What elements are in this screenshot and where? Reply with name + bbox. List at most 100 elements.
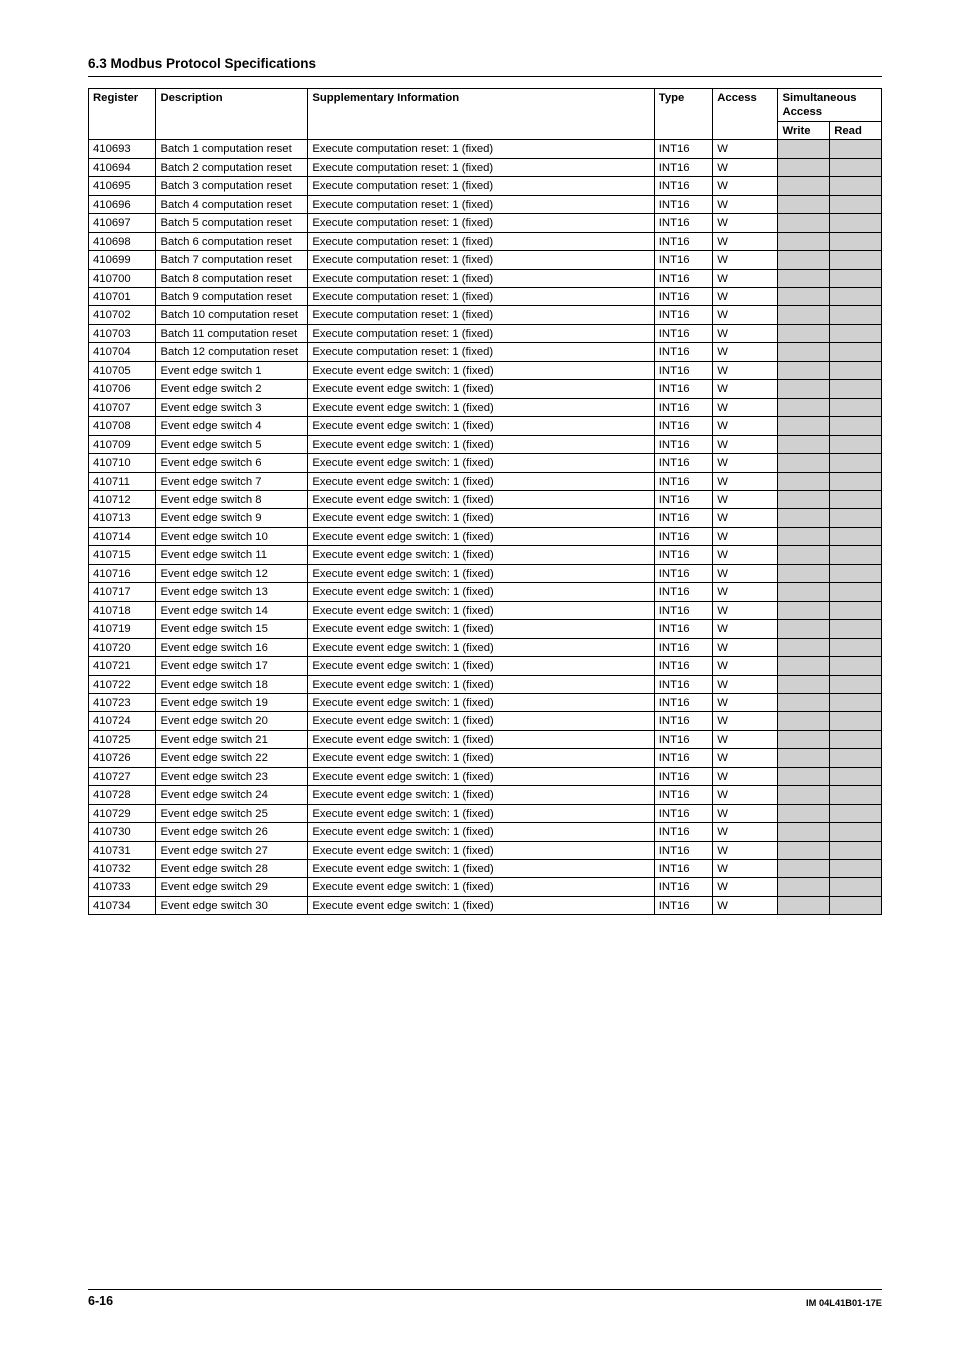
cell-type: INT16: [654, 657, 712, 675]
cell-read: [830, 454, 882, 472]
cell-read: [830, 398, 882, 416]
table-row: 410704Batch 12 computation resetExecute …: [89, 343, 882, 361]
cell-type: INT16: [654, 454, 712, 472]
table-row: 410716Event edge switch 12Execute event …: [89, 564, 882, 582]
cell-type: INT16: [654, 638, 712, 656]
cell-description: Event edge switch 16: [156, 638, 308, 656]
cell-type: INT16: [654, 158, 712, 176]
cell-write: [778, 693, 830, 711]
table-row: 410708Event edge switch 4Execute event e…: [89, 417, 882, 435]
cell-description: Batch 8 computation reset: [156, 269, 308, 287]
cell-supp: Execute event edge switch: 1 (fixed): [308, 712, 654, 730]
cell-read: [830, 140, 882, 158]
table-row: 410702Batch 10 computation resetExecute …: [89, 306, 882, 324]
table-row: 410722Event edge switch 18Execute event …: [89, 675, 882, 693]
table-row: 410731Event edge switch 27Execute event …: [89, 841, 882, 859]
cell-supp: Execute computation reset: 1 (fixed): [308, 269, 654, 287]
cell-write: [778, 140, 830, 158]
cell-description: Event edge switch 30: [156, 896, 308, 914]
cell-type: INT16: [654, 435, 712, 453]
cell-supp: Execute event edge switch: 1 (fixed): [308, 472, 654, 490]
cell-register: 410730: [89, 823, 156, 841]
cell-type: INT16: [654, 786, 712, 804]
cell-supp: Execute computation reset: 1 (fixed): [308, 195, 654, 213]
cell-supp: Execute computation reset: 1 (fixed): [308, 232, 654, 250]
table-row: 410728Event edge switch 24Execute event …: [89, 786, 882, 804]
cell-register: 410732: [89, 860, 156, 878]
cell-register: 410719: [89, 620, 156, 638]
cell-read: [830, 823, 882, 841]
cell-read: [830, 472, 882, 490]
cell-write: [778, 232, 830, 250]
cell-access: W: [713, 490, 778, 508]
header-write: Write: [778, 121, 830, 139]
cell-description: Batch 12 computation reset: [156, 343, 308, 361]
cell-write: [778, 214, 830, 232]
cell-access: W: [713, 251, 778, 269]
cell-supp: Execute event edge switch: 1 (fixed): [308, 730, 654, 748]
cell-access: W: [713, 472, 778, 490]
table-row: 410715Event edge switch 11Execute event …: [89, 546, 882, 564]
cell-description: Event edge switch 19: [156, 693, 308, 711]
cell-access: W: [713, 841, 778, 859]
cell-write: [778, 343, 830, 361]
cell-description: Batch 9 computation reset: [156, 287, 308, 305]
cell-type: INT16: [654, 232, 712, 250]
table-row: 410696Batch 4 computation resetExecute c…: [89, 195, 882, 213]
cell-description: Event edge switch 27: [156, 841, 308, 859]
cell-supp: Execute event edge switch: 1 (fixed): [308, 693, 654, 711]
cell-register: 410705: [89, 361, 156, 379]
cell-supp: Execute computation reset: 1 (fixed): [308, 158, 654, 176]
cell-read: [830, 527, 882, 545]
cell-description: Batch 6 computation reset: [156, 232, 308, 250]
cell-supp: Execute event edge switch: 1 (fixed): [308, 841, 654, 859]
cell-read: [830, 361, 882, 379]
cell-write: [778, 287, 830, 305]
cell-description: Event edge switch 12: [156, 564, 308, 582]
cell-type: INT16: [654, 380, 712, 398]
cell-register: 410726: [89, 749, 156, 767]
cell-supp: Execute event edge switch: 1 (fixed): [308, 564, 654, 582]
cell-type: INT16: [654, 620, 712, 638]
cell-access: W: [713, 527, 778, 545]
cell-access: W: [713, 361, 778, 379]
cell-access: W: [713, 823, 778, 841]
cell-description: Event edge switch 9: [156, 509, 308, 527]
cell-access: W: [713, 896, 778, 914]
cell-write: [778, 841, 830, 859]
cell-description: Batch 2 computation reset: [156, 158, 308, 176]
cell-register: 410718: [89, 601, 156, 619]
cell-read: [830, 638, 882, 656]
cell-read: [830, 195, 882, 213]
cell-write: [778, 490, 830, 508]
cell-write: [778, 306, 830, 324]
cell-description: Event edge switch 25: [156, 804, 308, 822]
cell-description: Event edge switch 22: [156, 749, 308, 767]
cell-write: [778, 860, 830, 878]
cell-register: 410714: [89, 527, 156, 545]
cell-register: 410717: [89, 583, 156, 601]
cell-read: [830, 878, 882, 896]
cell-type: INT16: [654, 177, 712, 195]
cell-type: INT16: [654, 767, 712, 785]
cell-register: 410729: [89, 804, 156, 822]
cell-access: W: [713, 878, 778, 896]
table-row: 410717Event edge switch 13Execute event …: [89, 583, 882, 601]
table-row: 410724Event edge switch 20Execute event …: [89, 712, 882, 730]
cell-type: INT16: [654, 140, 712, 158]
cell-access: W: [713, 398, 778, 416]
cell-description: Event edge switch 5: [156, 435, 308, 453]
cell-register: 410711: [89, 472, 156, 490]
cell-type: INT16: [654, 195, 712, 213]
cell-supp: Execute event edge switch: 1 (fixed): [308, 601, 654, 619]
cell-type: INT16: [654, 878, 712, 896]
cell-type: INT16: [654, 472, 712, 490]
header-description: Description: [156, 89, 308, 140]
cell-register: 410722: [89, 675, 156, 693]
cell-type: INT16: [654, 564, 712, 582]
cell-type: INT16: [654, 527, 712, 545]
cell-write: [778, 509, 830, 527]
cell-write: [778, 638, 830, 656]
cell-read: [830, 380, 882, 398]
cell-description: Event edge switch 29: [156, 878, 308, 896]
